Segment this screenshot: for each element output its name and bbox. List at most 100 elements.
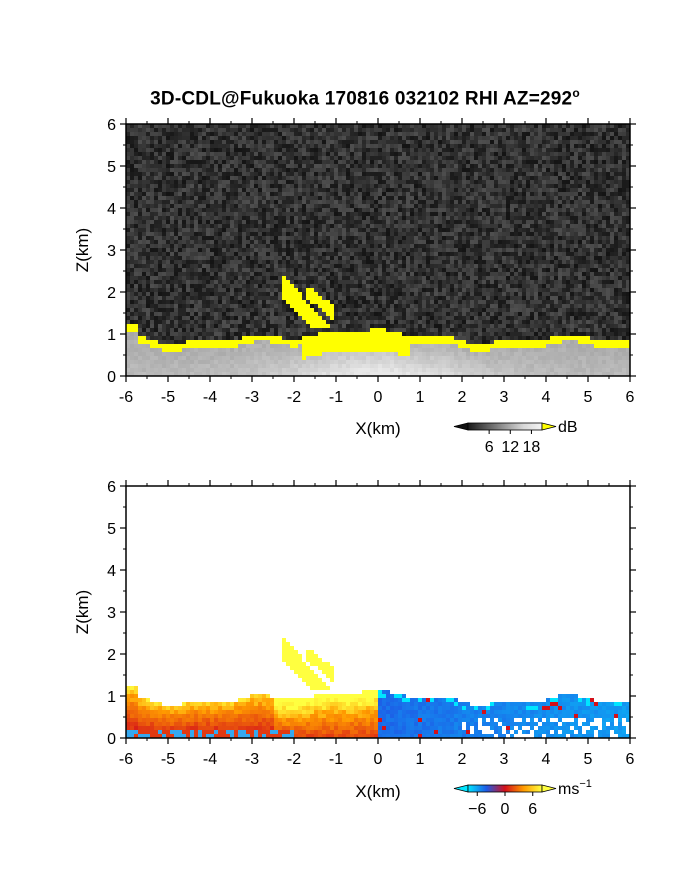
backscatter-cell	[222, 236, 226, 240]
backscatter-cell	[306, 168, 310, 172]
backscatter-cell	[566, 128, 570, 132]
backscatter-cell	[418, 268, 422, 272]
backscatter-cell	[514, 208, 518, 212]
backscatter-cell	[578, 184, 582, 188]
backscatter-cell	[466, 184, 470, 188]
backscatter-cell	[354, 224, 358, 228]
backscatter-cell	[322, 148, 326, 152]
backscatter-cell	[406, 264, 410, 268]
backscatter-cell	[274, 204, 278, 208]
backscatter-cell	[342, 156, 346, 160]
backscatter-cell	[402, 192, 406, 196]
figure-title: 3D-CDL@Fukuoka 170816 032102 RHI AZ=292o	[150, 86, 580, 110]
backscatter-cell	[326, 168, 330, 172]
backscatter-cell	[382, 136, 386, 140]
backscatter-cell	[298, 152, 302, 156]
backscatter-cell	[618, 148, 622, 152]
backscatter-cell	[286, 184, 290, 188]
backscatter-cell	[570, 192, 574, 196]
backscatter-cell	[130, 212, 134, 216]
backscatter-cell	[266, 228, 270, 232]
backscatter-cell	[498, 252, 502, 256]
backscatter-cell	[306, 216, 310, 220]
backscatter-cell	[398, 200, 402, 204]
backscatter-cell	[454, 220, 458, 224]
backscatter-cell	[458, 188, 462, 192]
backscatter-cell	[166, 168, 170, 172]
backscatter-cell	[622, 196, 626, 200]
backscatter-cell	[418, 128, 422, 132]
backscatter-cell	[146, 264, 150, 268]
backscatter-cell	[558, 216, 562, 220]
backscatter-cell	[434, 216, 438, 220]
backscatter-cell	[218, 168, 222, 172]
backscatter-cell	[458, 132, 462, 136]
backscatter-cell	[402, 236, 406, 240]
backscatter-cell	[210, 172, 214, 176]
backscatter-cell	[546, 172, 550, 176]
backscatter-cell	[390, 164, 394, 168]
backscatter-cell	[562, 140, 566, 144]
backscatter-cell	[250, 204, 254, 208]
backscatter-cell	[502, 156, 506, 160]
backscatter-cell	[134, 136, 138, 140]
backscatter-cell	[218, 136, 222, 140]
backscatter-cell	[190, 208, 194, 212]
backscatter-cell	[550, 136, 554, 140]
backscatter-cell	[442, 252, 446, 256]
backscatter-cell	[370, 136, 374, 140]
backscatter-cell	[426, 224, 430, 228]
backscatter-cell	[226, 188, 230, 192]
backscatter-cell	[558, 212, 562, 216]
backscatter-cell	[558, 276, 562, 280]
backscatter-cell	[298, 224, 302, 228]
backscatter-cell	[414, 184, 418, 188]
backscatter-cell	[582, 224, 586, 228]
backscatter-cell	[306, 260, 310, 264]
backscatter-cell	[170, 144, 174, 148]
backscatter-cell	[254, 252, 258, 256]
backscatter-cell	[490, 212, 494, 216]
backscatter-cell	[170, 152, 174, 156]
backscatter-cell	[378, 136, 382, 140]
backscatter-cell	[310, 188, 314, 192]
backscatter-cell	[338, 164, 342, 168]
backscatter-cell	[282, 124, 286, 128]
backscatter-cell	[274, 228, 278, 232]
backscatter-cell	[146, 240, 150, 244]
backscatter-cell	[290, 164, 294, 168]
backscatter-cell	[326, 204, 330, 208]
backscatter-cell	[554, 256, 558, 260]
backscatter-cell	[446, 172, 450, 176]
backscatter-cell	[450, 224, 454, 228]
backscatter-cell	[582, 144, 586, 148]
backscatter-cell	[482, 144, 486, 148]
backscatter-cell	[538, 260, 542, 264]
backscatter-cell	[286, 236, 290, 240]
backscatter-cell	[478, 240, 482, 244]
backscatter-cell	[462, 212, 466, 216]
backscatter-cell	[426, 200, 430, 204]
backscatter-cell	[518, 184, 522, 188]
backscatter-cell	[586, 184, 590, 188]
backscatter-cell	[482, 232, 486, 236]
backscatter-cell	[210, 200, 214, 204]
backscatter-cell	[418, 180, 422, 184]
backscatter-cell	[470, 220, 474, 224]
backscatter-cell	[366, 188, 370, 192]
backscatter-cell	[358, 132, 362, 136]
backscatter-cell	[366, 144, 370, 148]
backscatter-cell	[178, 248, 182, 252]
backscatter-cell	[390, 252, 394, 256]
backscatter-cell	[386, 216, 390, 220]
backscatter-cell	[622, 192, 626, 196]
backscatter-cell	[334, 204, 338, 208]
backscatter-cell	[458, 128, 462, 132]
backscatter-cell	[610, 204, 614, 208]
backscatter-cell	[386, 192, 390, 196]
backscatter-cell	[498, 136, 502, 140]
backscatter-cell	[450, 144, 454, 148]
backscatter-cell	[434, 232, 438, 236]
backscatter-cell	[314, 128, 318, 132]
backscatter-cell	[234, 128, 238, 132]
